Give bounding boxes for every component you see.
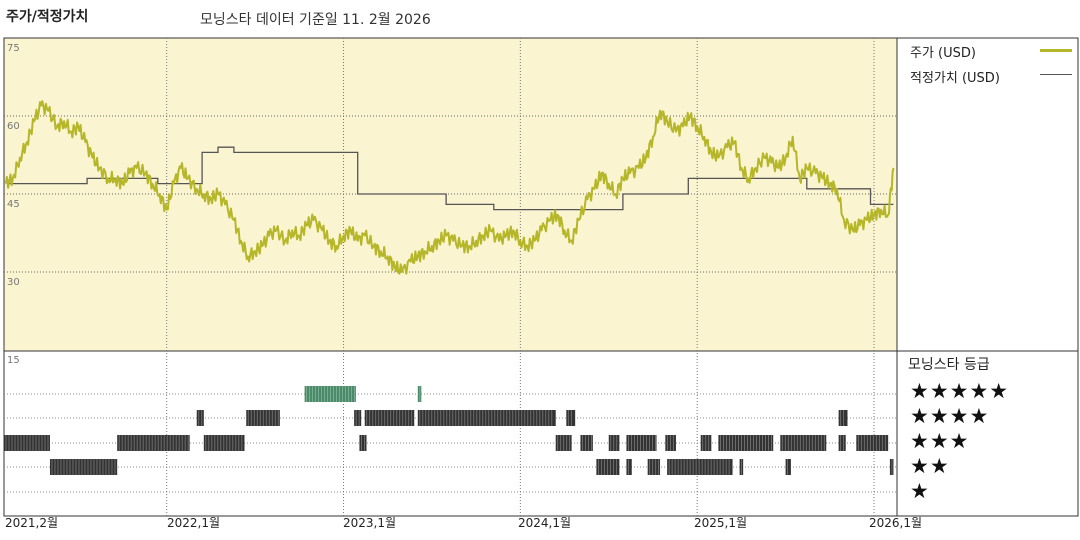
x-tick-2021: 2021,2월 bbox=[5, 516, 59, 530]
rating-4-star-span-1 bbox=[246, 410, 280, 426]
rating-3-star-span-11 bbox=[780, 435, 827, 451]
rating-4-star-span-3 bbox=[364, 410, 415, 426]
y-tick-45: 45 bbox=[7, 199, 20, 210]
rating-5-star-span-1 bbox=[417, 386, 422, 402]
fairvalue-line bbox=[7, 146, 894, 211]
rating-4-star-span-5 bbox=[566, 410, 576, 426]
legend-fairvalue: 적정가치 (USD) bbox=[910, 67, 1000, 86]
x-tick-2025: 2025,1월 bbox=[694, 516, 748, 530]
y-tick-60: 60 bbox=[7, 121, 20, 132]
rating-2-star-span-6 bbox=[785, 459, 791, 475]
y-tick-15: 15 bbox=[7, 355, 20, 366]
price-line bbox=[4, 100, 895, 275]
rating-2-star-span-0 bbox=[49, 459, 118, 475]
rating-2-star-span-1 bbox=[596, 459, 620, 475]
x-tick-2026: 2026,1월 bbox=[869, 516, 923, 530]
rating-4-star-span-6 bbox=[838, 410, 848, 426]
rating-2-star-span-4 bbox=[667, 459, 733, 475]
rating-3-star-span-0 bbox=[4, 435, 50, 451]
rating-3-star-span-10 bbox=[718, 435, 774, 451]
rating-2-star-span-7 bbox=[889, 459, 894, 475]
rating-2-star-span-3 bbox=[647, 459, 661, 475]
rating-plot-background bbox=[4, 351, 897, 516]
legend-price: 주가 (USD) bbox=[910, 42, 976, 61]
legend-price-swatch bbox=[1040, 49, 1072, 52]
rating-3-star-span-5 bbox=[580, 435, 593, 451]
x-tick-2022: 2022,1월 bbox=[167, 516, 221, 530]
rating-3-star-span-3 bbox=[359, 435, 367, 451]
y-tick-30: 30 bbox=[7, 277, 20, 288]
rating-3-star-span-7 bbox=[626, 435, 657, 451]
rating-4-stars: ★★★★ bbox=[910, 404, 990, 428]
rating-2-stars: ★★ bbox=[910, 454, 950, 478]
x-tick-2024: 2024,1월 bbox=[518, 516, 572, 530]
legend-fairvalue-label: 적정가치 (USD) bbox=[910, 71, 1000, 86]
legend-price-label: 주가 (USD) bbox=[910, 46, 976, 61]
rating-5-star-span-0 bbox=[304, 386, 356, 402]
rating-3-star-span-9 bbox=[700, 435, 712, 451]
rating-5-stars: ★★★★★ bbox=[910, 379, 1010, 403]
rating-2-star-span-2 bbox=[626, 459, 632, 475]
rating-3-stars: ★★★ bbox=[910, 429, 970, 453]
rating-4-star-span-4 bbox=[417, 410, 556, 426]
rating-3-star-span-1 bbox=[117, 435, 190, 451]
y-tick-75: 75 bbox=[7, 43, 20, 54]
rating-4-star-span-0 bbox=[196, 410, 204, 426]
rating-3-star-span-6 bbox=[608, 435, 620, 451]
chart-title: 주가/적정가치 bbox=[6, 9, 89, 25]
chart-frame bbox=[3, 37, 1079, 517]
rating-3-star-span-13 bbox=[856, 435, 889, 451]
rating-3-star-span-4 bbox=[555, 435, 572, 451]
x-tick-2023: 2023,1월 bbox=[343, 516, 397, 530]
legend-fairvalue-swatch bbox=[1040, 74, 1072, 75]
rating-3-star-span-8 bbox=[665, 435, 676, 451]
rating-title: 모닝스타 등급 bbox=[908, 357, 990, 373]
rating-2-star-span-5 bbox=[739, 459, 744, 475]
rating-1-star: ★ bbox=[910, 479, 930, 503]
rating-3-star-span-2 bbox=[203, 435, 245, 451]
chart-subtitle: 모닝스타 데이터 기준일 11. 2월 2026 bbox=[200, 12, 431, 28]
rating-4-star-span-2 bbox=[354, 410, 362, 426]
rating-3-star-span-12 bbox=[838, 435, 846, 451]
